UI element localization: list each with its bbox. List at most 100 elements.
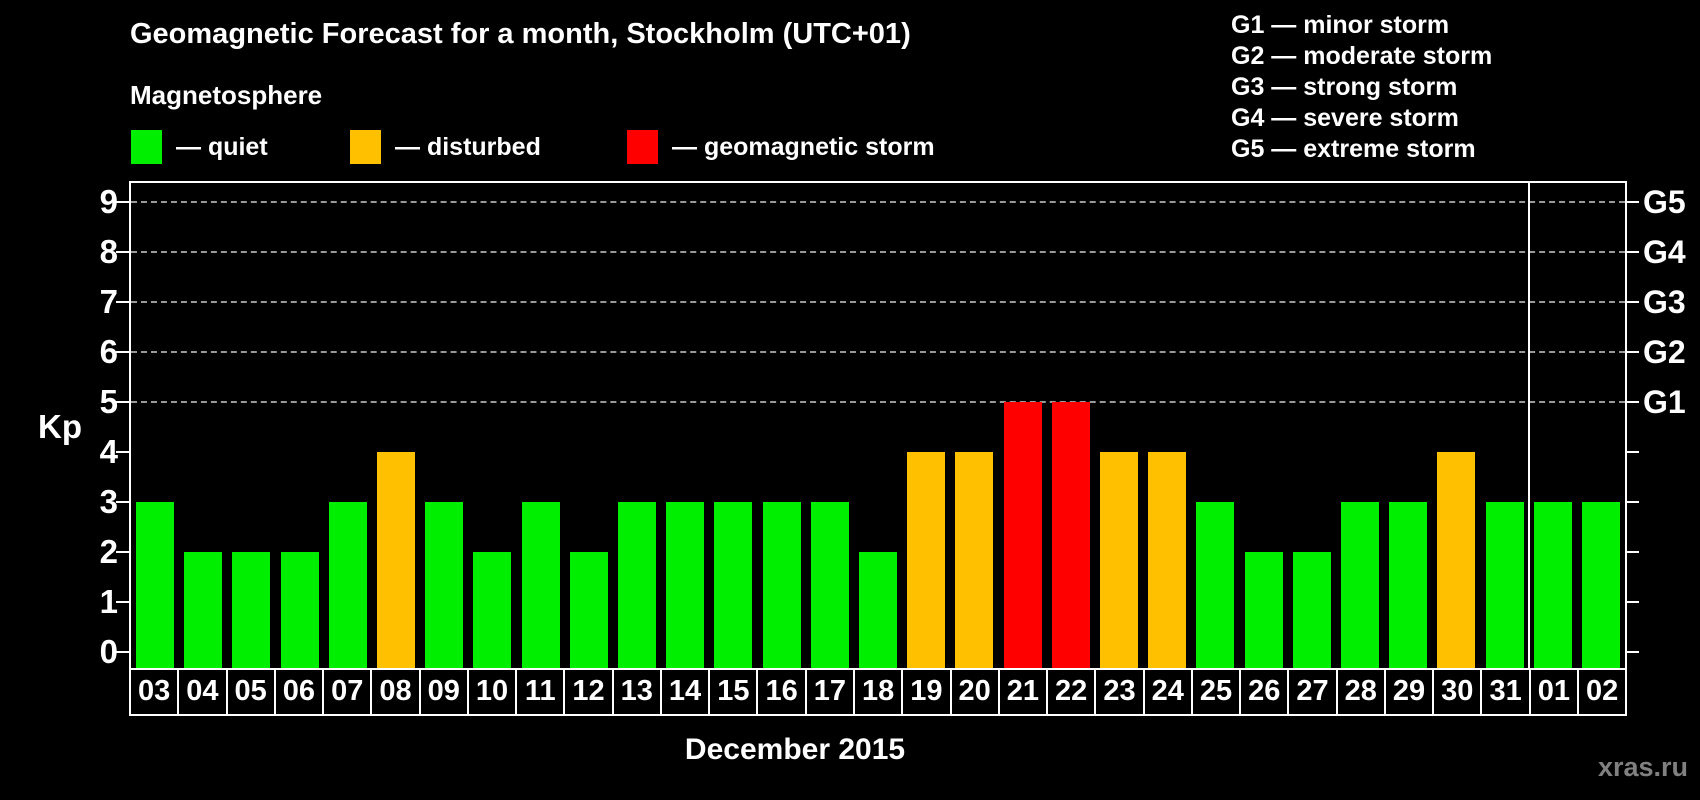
kp-bar-day-10 (473, 552, 512, 668)
kp-bar-day-03 (136, 502, 175, 668)
kp-bar-day-22 (1051, 402, 1090, 668)
month-separator-line (1527, 183, 1530, 668)
y-tick-label-1: 1 (99, 583, 118, 620)
y-axis-title: Kp (38, 408, 82, 445)
day-label-05: 05 (225, 668, 276, 716)
left-tick-kp0 (116, 651, 129, 653)
left-tick-kp5 (116, 401, 129, 403)
kp-bar-day-14 (666, 502, 705, 668)
right-tick-kp1 (1625, 601, 1639, 603)
day-label-14: 14 (659, 668, 711, 716)
day-label-28: 28 (1335, 668, 1386, 716)
storm-scale-line: G5 — extreme storm (1231, 135, 1476, 163)
day-label-13: 13 (611, 668, 662, 716)
day-label-30: 30 (1432, 668, 1483, 716)
kp-bar-day-30 (1437, 452, 1476, 668)
kp-bar-day-28 (1340, 502, 1379, 668)
kp-bar-day-01 (1533, 502, 1572, 668)
left-tick-kp4 (116, 451, 129, 453)
day-label-07: 07 (322, 668, 373, 716)
chart-title: Geomagnetic Forecast for a month, Stockh… (130, 18, 911, 50)
kp-bar-day-16 (762, 502, 801, 668)
kp-bar-day-15 (714, 502, 753, 668)
left-tick-kp2 (116, 551, 129, 553)
plot-area (129, 181, 1627, 668)
right-tick-kp4 (1625, 451, 1639, 453)
storm-scale-line: G1 — minor storm (1231, 11, 1450, 39)
x-axis-day-labels: 03 04 05 06 07 08 09 10 11 12 13 14 15 16 17 18 19 20 21 22… (129, 668, 1628, 716)
day-label-20: 20 (949, 668, 1000, 716)
storm-swatch-icon (627, 130, 658, 164)
day-label-18: 18 (852, 668, 904, 716)
day-label-31: 31 (1480, 668, 1531, 716)
legend-item-quiet: — quiet (131, 129, 268, 165)
left-tick-kp9 (116, 201, 129, 203)
legend-label: — quiet (176, 132, 268, 161)
left-tick-kp1 (116, 601, 129, 603)
legend-item-storm: — geomagnetic storm (627, 129, 935, 165)
right-axis-label-G1: G1 (1643, 384, 1686, 420)
day-label-15: 15 (708, 668, 759, 716)
day-label-25: 25 (1190, 668, 1242, 716)
y-tick-label-0: 0 (99, 633, 118, 670)
kp-bar-day-25 (1196, 502, 1235, 668)
right-tick-kp3 (1625, 501, 1639, 503)
y-tick-label-3: 3 (99, 483, 118, 520)
legend-label: — geomagnetic storm (672, 132, 935, 161)
right-tick-kp8 (1625, 251, 1639, 253)
day-label-19: 19 (901, 668, 952, 716)
kp-bar-day-09 (425, 502, 464, 668)
storm-scale-line: G2 — moderate storm (1231, 42, 1493, 70)
y-tick-label-6: 6 (99, 333, 118, 370)
right-tick-kp2 (1625, 551, 1639, 553)
right-tick-kp6 (1625, 351, 1639, 353)
kp-bar-day-26 (1244, 552, 1283, 668)
kp-bar-day-27 (1292, 552, 1331, 668)
kp-bar-day-18 (859, 552, 897, 668)
day-label-22: 22 (1046, 668, 1097, 716)
y-tick-label-4: 4 (99, 433, 118, 470)
day-label-04: 04 (177, 668, 228, 716)
kp-bar-day-06 (280, 552, 319, 668)
kp-bar-day-05 (232, 552, 271, 668)
kp-bar-day-13 (618, 502, 657, 668)
day-label-16: 16 (756, 668, 807, 716)
day-label-29: 29 (1383, 668, 1435, 716)
legend-item-disturbed: — disturbed (350, 129, 541, 165)
gridline-kp7 (131, 301, 1625, 303)
kp-bar-day-11 (521, 502, 560, 668)
day-label-23: 23 (1094, 668, 1145, 716)
y-tick-label-8: 8 (99, 233, 118, 270)
y-tick-label-9: 9 (99, 183, 118, 220)
left-tick-kp8 (116, 251, 129, 253)
left-tick-kp6 (116, 351, 129, 353)
left-tick-kp3 (116, 501, 129, 503)
day-label-12: 12 (563, 668, 614, 716)
gridline-kp6 (131, 351, 1625, 353)
day-label-09: 09 (418, 668, 469, 716)
y-tick-label-5: 5 (99, 383, 118, 420)
quiet-swatch-icon (131, 130, 162, 164)
disturbed-swatch-icon (350, 130, 381, 164)
day-label-11: 11 (515, 668, 566, 716)
right-tick-kp7 (1625, 301, 1639, 303)
kp-bar-day-07 (328, 502, 367, 668)
gridline-kp9 (131, 201, 1625, 203)
right-tick-kp9 (1625, 201, 1639, 203)
kp-bar-day-23 (1099, 452, 1138, 668)
day-label-03: 03 (129, 668, 180, 716)
right-tick-kp5 (1625, 401, 1639, 403)
gridline-kp8 (131, 251, 1625, 253)
kp-bar-day-24 (1148, 452, 1187, 668)
y-tick-label-7: 7 (99, 283, 118, 320)
legend-label: — disturbed (395, 132, 541, 161)
day-label-02: 02 (1576, 668, 1628, 716)
watermark: xras.ru (1597, 752, 1688, 782)
kp-bar-day-20 (955, 452, 994, 668)
kp-bar-day-08 (377, 452, 416, 668)
kp-bar-day-19 (907, 452, 946, 668)
kp-bar-day-21 (1003, 402, 1042, 668)
kp-bar-day-17 (810, 502, 849, 668)
chart-subtitle: Magnetosphere (130, 80, 323, 110)
